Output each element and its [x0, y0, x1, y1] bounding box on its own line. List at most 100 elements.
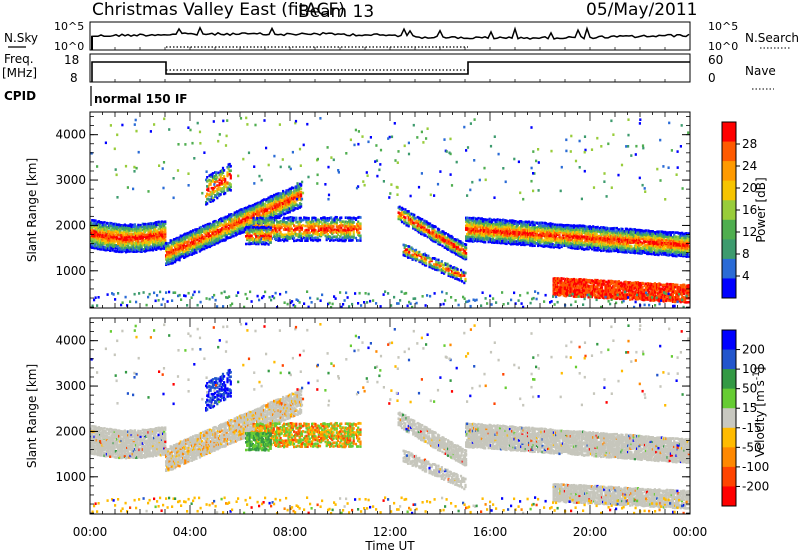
power-cell [224, 221, 227, 225]
power-cell [291, 232, 295, 236]
power-cell [160, 228, 164, 232]
power-cell [144, 239, 147, 242]
power-cell [133, 244, 137, 247]
power-cell [155, 221, 158, 224]
power-cell [225, 225, 228, 228]
power-cell [341, 224, 344, 227]
power-cell [141, 236, 144, 239]
power-cell [114, 233, 117, 237]
power-cell [423, 224, 426, 228]
power-cell [100, 239, 103, 242]
power-cell [109, 234, 112, 237]
power-cell [252, 211, 255, 214]
power-cell [159, 233, 162, 236]
power-cell [146, 233, 149, 237]
power-cell [151, 238, 155, 242]
power-cell [185, 247, 188, 251]
power-cell [137, 229, 140, 233]
power-cell [248, 204, 251, 208]
power-cell [279, 208, 282, 211]
power-cell [159, 226, 162, 230]
power-cell [192, 231, 195, 234]
power-cell [185, 253, 188, 256]
power-cell [286, 192, 289, 195]
power-cell [284, 199, 287, 202]
power-cell [118, 242, 121, 245]
power-cell [404, 218, 407, 222]
power-cell [246, 213, 249, 217]
power-cell [201, 234, 204, 237]
power-cell [146, 238, 149, 242]
power-cell [255, 224, 259, 227]
power-cell [359, 216, 362, 219]
power-cell [109, 246, 112, 250]
power-cell [297, 193, 300, 197]
power-cell [246, 220, 249, 224]
power-cell [111, 228, 114, 232]
power-cell [212, 229, 215, 232]
power-cell [132, 241, 135, 245]
power-cell [261, 209, 264, 213]
power-cell [285, 206, 288, 209]
power-cell [293, 196, 296, 199]
power-cell [164, 230, 167, 234]
power-cell [398, 205, 401, 209]
power-cell [261, 213, 264, 217]
power-cell [203, 240, 206, 244]
power-cell [354, 236, 358, 240]
freq-trace [91, 61, 690, 82]
power-cell [260, 220, 263, 223]
power-cell [132, 232, 135, 236]
power-cell [468, 227, 471, 230]
power-cell [413, 213, 416, 217]
power-cell [226, 181, 229, 184]
power-cell [457, 272, 460, 275]
power-cell [146, 224, 149, 228]
power-cell [194, 234, 197, 238]
power-cell [212, 234, 215, 238]
power-cell [118, 223, 121, 226]
power-cell [288, 192, 291, 195]
power-cell [477, 216, 480, 220]
power-cell [464, 277, 467, 281]
power-cell [123, 248, 126, 252]
power-cell [245, 242, 248, 246]
power-cell [436, 266, 439, 269]
power-cell [100, 241, 103, 245]
power-cell [266, 198, 269, 201]
power-cell [137, 248, 140, 251]
power-cell [207, 232, 210, 236]
power-cell [142, 248, 146, 251]
power-cell [307, 216, 310, 220]
power-cell [150, 224, 153, 227]
power-cell [199, 232, 203, 235]
power-cell [100, 248, 103, 251]
date-label: 05/May/2011 [586, 0, 698, 20]
power-cell [352, 233, 355, 237]
power-cell [457, 245, 460, 249]
power-cell [268, 201, 271, 205]
power-cell [332, 239, 335, 242]
power-cell [179, 255, 182, 259]
power-cell [211, 225, 214, 229]
power-cell [185, 240, 188, 244]
power-cell [160, 247, 164, 250]
power-cell [127, 234, 130, 237]
power-cell [257, 210, 260, 213]
power-cell [463, 274, 466, 277]
power-cell [239, 232, 242, 235]
power-cell [221, 217, 224, 221]
power-cell [282, 210, 285, 213]
power-cell [269, 233, 272, 236]
power-cell [115, 237, 119, 241]
power-cell [146, 246, 149, 250]
power-cell [417, 227, 420, 230]
power-cell [243, 213, 246, 216]
power-cell [300, 202, 303, 206]
power-cell [297, 185, 300, 188]
power-cell [270, 220, 273, 224]
noise-left-tick-high: 10^5 [54, 20, 84, 33]
power-cell [110, 232, 113, 235]
power-cell [93, 239, 96, 242]
power-cell [276, 224, 279, 228]
